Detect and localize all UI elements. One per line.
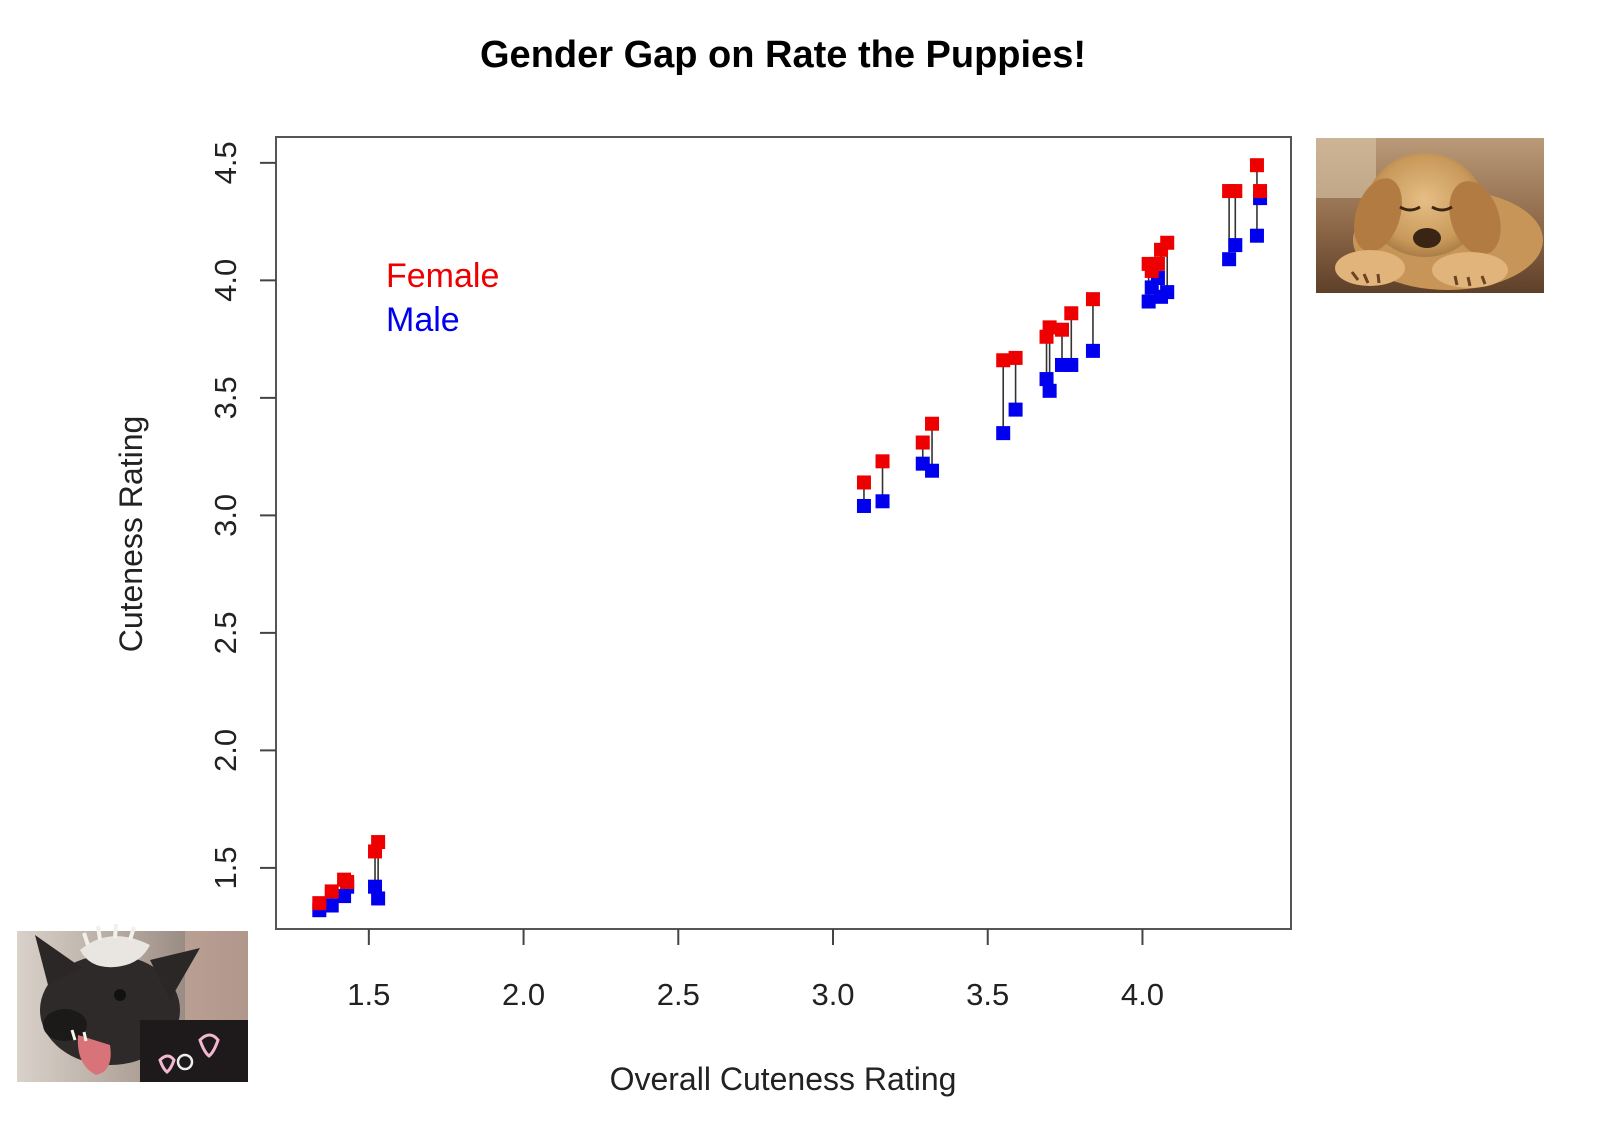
female-point: [1055, 322, 1070, 337]
male-point: [1249, 228, 1264, 243]
x-axis-label: Overall Cuteness Rating: [610, 1061, 957, 1097]
female-point: [312, 896, 327, 911]
male-point: [1141, 294, 1156, 309]
male-point: [996, 426, 1011, 441]
male-point: [875, 494, 890, 509]
female-point: [1249, 158, 1264, 173]
sleeping-puppy-photo: [1316, 138, 1544, 293]
female-point: [324, 884, 339, 899]
y-tick-label: 2.0: [208, 729, 243, 772]
female-point: [1228, 184, 1243, 199]
male-point: [1064, 357, 1079, 372]
x-tick-label: 4.0: [1121, 977, 1164, 1012]
female-point: [1008, 350, 1023, 365]
legend-entry-female: Female: [386, 257, 499, 295]
legend: Female Male: [386, 257, 499, 339]
male-point: [1085, 343, 1100, 358]
x-tick-label: 2.5: [657, 977, 700, 1012]
female-point: [996, 353, 1011, 368]
y-tick-label: 1.5: [208, 846, 243, 889]
y-axis-label: Cuteness Rating: [113, 416, 149, 653]
male-point: [1039, 372, 1054, 387]
y-axis: 1.5 2.0 2.5 3.0 3.5 4.0 4.5: [208, 141, 276, 889]
female-point: [856, 475, 871, 490]
female-points: [312, 158, 1268, 911]
x-tick-label: 3.0: [811, 977, 854, 1012]
y-tick-label: 2.5: [208, 611, 243, 654]
male-point: [1228, 238, 1243, 253]
male-point: [1042, 383, 1057, 398]
male-point: [1008, 402, 1023, 417]
male-point: [324, 898, 339, 913]
x-axis: 1.5 2.0 2.5 3.0 3.5 4.0: [347, 929, 1164, 1012]
male-point: [1160, 285, 1175, 300]
female-point: [1150, 256, 1165, 271]
male-point: [1222, 252, 1237, 267]
female-point: [875, 454, 890, 469]
y-tick-label: 3.0: [208, 494, 243, 537]
x-tick-label: 1.5: [347, 977, 390, 1012]
female-point: [371, 835, 386, 850]
female-point: [340, 874, 355, 889]
male-point: [371, 891, 386, 906]
chart-title: Gender Gap on Rate the Puppies!: [480, 34, 1086, 76]
female-point: [925, 416, 940, 431]
male-point: [925, 463, 940, 478]
hairless-dog-photo: [17, 923, 248, 1082]
y-tick-label: 4.0: [208, 259, 243, 302]
x-tick-label: 3.5: [966, 977, 1009, 1012]
female-point: [915, 435, 930, 450]
legend-entry-male: Male: [386, 301, 460, 339]
male-point: [856, 498, 871, 513]
plot-frame: [275, 136, 1292, 930]
female-point: [1253, 184, 1268, 199]
x-tick-label: 2.0: [502, 977, 545, 1012]
female-point: [1042, 320, 1057, 335]
y-tick-label: 4.5: [208, 141, 243, 184]
male-point: [368, 879, 383, 894]
female-point: [1160, 235, 1175, 250]
y-tick-label: 3.5: [208, 376, 243, 419]
female-point: [1064, 306, 1079, 321]
female-point: [1085, 292, 1100, 307]
